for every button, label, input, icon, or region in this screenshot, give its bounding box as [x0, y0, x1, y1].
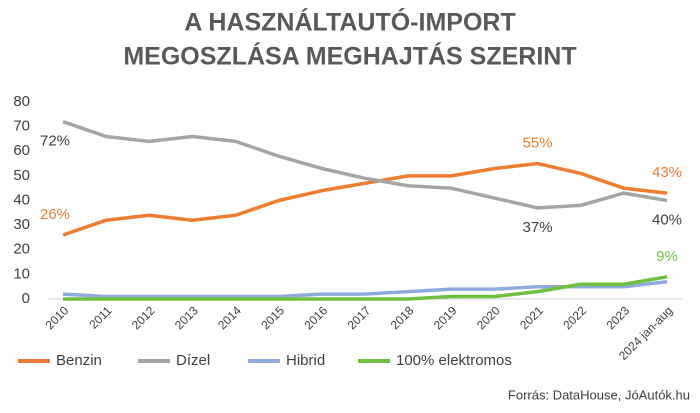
legend-label: Dízel [176, 352, 210, 369]
legend-label: 100% elektromos [396, 352, 512, 369]
y-tick-label: 70 [13, 118, 30, 135]
data-label: 26% [40, 206, 70, 223]
chart-title: A HASZNÁLTAUTÓ-IMPORT [184, 7, 515, 37]
data-label: 72% [40, 133, 70, 150]
data-label: 37% [523, 219, 553, 236]
data-label: 40% [652, 211, 682, 228]
x-tick-label: 2010 [43, 303, 72, 332]
x-tick-label: 2018 [388, 303, 417, 332]
legend-label: Hibrid [286, 352, 325, 369]
x-tick-label: 2017 [345, 303, 374, 332]
x-tick-label: 2014 [215, 303, 244, 332]
y-tick-label: 40 [13, 191, 30, 208]
data-label: 55% [523, 135, 553, 152]
x-tick-label: 2019 [431, 303, 460, 332]
x-tick-label: 2016 [301, 303, 330, 332]
chart-title: MEGOSZLÁSA MEGHAJTÁS SZERINT [123, 42, 576, 71]
x-tick-label: 2011 [86, 303, 114, 331]
x-tick-label: 2023 [603, 303, 632, 332]
y-tick-label: 60 [13, 142, 30, 159]
y-tick-label: 80 [13, 93, 30, 110]
series-line [63, 275, 668, 301]
data-label: 9% [656, 248, 678, 265]
y-tick-label: 20 [13, 241, 30, 258]
series-line [62, 161, 668, 237]
y-tick-label: 0 [22, 290, 30, 307]
x-tick-label: 2021 [517, 303, 546, 332]
legend-label: Benzin [56, 352, 102, 369]
x-tick-label: 2020 [474, 303, 503, 332]
x-tick-label: 2012 [129, 303, 158, 332]
source: Forrás: DataHouse, JóAutók.hu [508, 387, 690, 402]
x-tick-label: 2015 [258, 303, 287, 332]
series-line [62, 120, 668, 210]
x-tick-label: 2013 [172, 303, 201, 332]
y-tick-label: 50 [13, 167, 30, 184]
y-tick-label: 10 [13, 265, 30, 282]
x-tick-label: 2022 [560, 303, 589, 332]
y-tick-label: 30 [13, 216, 30, 233]
data-label: 43% [652, 164, 682, 181]
